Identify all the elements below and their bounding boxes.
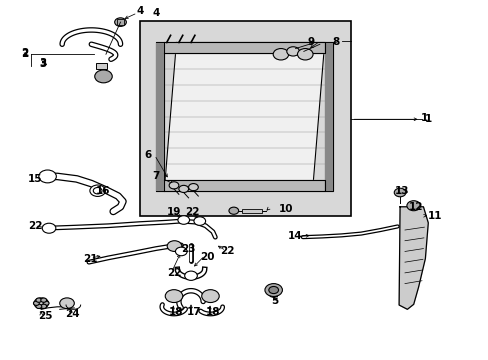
- Text: 24: 24: [65, 309, 80, 319]
- Circle shape: [42, 223, 56, 233]
- Circle shape: [175, 247, 187, 256]
- Text: 23: 23: [181, 244, 195, 253]
- Text: 25: 25: [38, 311, 52, 321]
- Text: 22: 22: [220, 247, 234, 256]
- Text: 19: 19: [166, 207, 181, 217]
- Circle shape: [36, 298, 41, 302]
- Text: 3: 3: [39, 58, 46, 68]
- Polygon shape: [155, 42, 164, 191]
- Polygon shape: [164, 42, 324, 53]
- Text: 14: 14: [287, 231, 302, 242]
- Text: 4: 4: [136, 6, 143, 17]
- Text: 4: 4: [152, 8, 159, 18]
- Circle shape: [43, 301, 49, 305]
- Circle shape: [60, 298, 74, 309]
- Circle shape: [406, 201, 420, 211]
- Circle shape: [34, 298, 48, 309]
- Bar: [96, 63, 107, 69]
- Circle shape: [36, 304, 41, 309]
- Circle shape: [39, 170, 56, 183]
- Text: 8: 8: [331, 37, 339, 48]
- Circle shape: [268, 287, 278, 294]
- Text: 7: 7: [152, 171, 159, 181]
- Text: 9: 9: [307, 37, 314, 48]
- Circle shape: [93, 188, 102, 194]
- Circle shape: [264, 284, 282, 296]
- Bar: [242, 208, 261, 213]
- Bar: [140, 21, 351, 216]
- Circle shape: [286, 47, 299, 56]
- Polygon shape: [164, 42, 324, 191]
- Text: 5: 5: [270, 296, 278, 306]
- Circle shape: [41, 298, 46, 302]
- Text: 11: 11: [427, 211, 442, 221]
- Circle shape: [188, 184, 198, 191]
- Text: 12: 12: [408, 202, 423, 212]
- Circle shape: [273, 49, 288, 60]
- Text: 2: 2: [21, 48, 28, 58]
- Text: 1: 1: [424, 114, 431, 124]
- Text: 18: 18: [205, 307, 220, 317]
- Circle shape: [297, 49, 312, 60]
- Text: 1: 1: [420, 113, 427, 123]
- Text: 21: 21: [83, 253, 98, 264]
- Text: 10: 10: [278, 204, 292, 214]
- Bar: [117, 19, 123, 25]
- Text: 22: 22: [185, 207, 199, 217]
- Text: 13: 13: [394, 186, 409, 196]
- Text: 2: 2: [21, 49, 28, 59]
- Circle shape: [179, 185, 188, 193]
- Circle shape: [393, 188, 405, 197]
- Text: 18: 18: [169, 307, 183, 317]
- Text: 22: 22: [28, 221, 42, 231]
- Polygon shape: [164, 180, 324, 191]
- Circle shape: [41, 304, 46, 309]
- Circle shape: [115, 18, 126, 26]
- Circle shape: [201, 290, 219, 302]
- Circle shape: [165, 290, 183, 302]
- Polygon shape: [398, 207, 427, 309]
- Text: 6: 6: [144, 150, 152, 160]
- Circle shape: [184, 271, 197, 280]
- Text: 3: 3: [39, 59, 46, 69]
- Text: 22: 22: [166, 268, 181, 278]
- Circle shape: [33, 301, 39, 305]
- Circle shape: [95, 70, 112, 83]
- Circle shape: [169, 182, 179, 189]
- Circle shape: [167, 241, 182, 251]
- Circle shape: [90, 185, 105, 197]
- Polygon shape: [324, 42, 333, 191]
- Text: 16: 16: [96, 186, 110, 196]
- Text: 15: 15: [28, 174, 42, 184]
- Circle shape: [228, 207, 238, 214]
- Circle shape: [194, 217, 205, 225]
- Text: 17: 17: [187, 307, 202, 317]
- Text: 20: 20: [200, 252, 214, 262]
- Circle shape: [178, 216, 189, 224]
